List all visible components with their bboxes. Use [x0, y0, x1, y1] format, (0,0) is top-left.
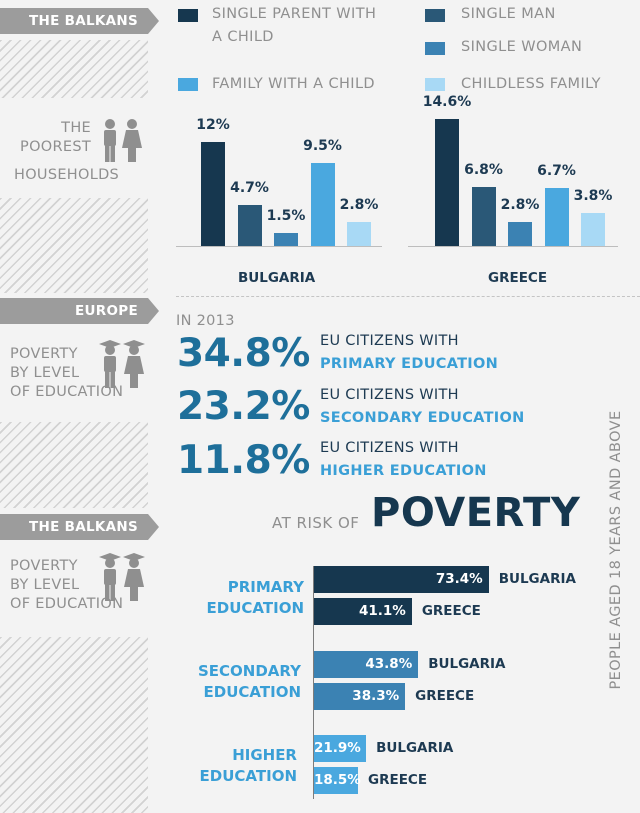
eu-secondary-percent: 23.2% [177, 384, 310, 429]
side-text-poverty-education-1: POVERTY BY LEVEL OF EDUCATION [10, 345, 123, 402]
bar-value-label: 6.7% [537, 162, 576, 179]
legend-label-family-with-child: FAMILY WITH A CHILD [212, 76, 375, 92]
hbar-greece-1: 38.3% [314, 683, 406, 710]
hbar-bulgaria-1: 43.8% [314, 651, 419, 678]
bar-value-label: 12% [196, 116, 230, 133]
poverty-heading: POVERTY [371, 490, 581, 536]
hbar-series-label: BULGARIA [498, 571, 576, 587]
hbar-series-label: GREECE [421, 603, 481, 619]
bar-bulgaria-1 [237, 205, 262, 246]
side-line-2: BY LEVEL [10, 577, 80, 593]
legend-swatch-childless-family [425, 78, 445, 91]
family-icon [104, 119, 142, 162]
bar-greece-2 [508, 221, 532, 246]
bar-bulgaria-2 [274, 232, 298, 246]
side-line-3: OF EDUCATION [10, 384, 124, 400]
at-risk-label: AT RISK OF [272, 514, 360, 532]
age-note-text: PEOPLE AGED 18 YEARS AND ABOVE [608, 410, 624, 690]
eu-primary-percent: 34.8% [177, 331, 310, 376]
legend-label-single-woman: SINGLE WOMAN [461, 39, 583, 55]
hatch-band-4 [0, 637, 148, 813]
eu-primary-line2: PRIMARY EDUCATION [320, 356, 499, 372]
chart-category-label: BULGARIA [238, 270, 316, 286]
bar-value-label: 14.6% [422, 93, 472, 110]
category-higher: HIGHER EDUCATION [147, 745, 297, 787]
hbar-series-label: BULGARIA [428, 656, 506, 672]
legend-label-childless-family: CHILDLESS FAMILY [461, 76, 601, 92]
legend-swatch-single-parent [178, 9, 198, 22]
section-tag-balkans-2: THE BALKANS [0, 514, 159, 540]
eu-higher-line1: EU CITIZENS WITH [320, 440, 459, 456]
section-divider [176, 296, 640, 297]
eu-secondary-line2: SECONDARY EDUCATION [320, 410, 525, 426]
bar-greece-3 [544, 187, 569, 246]
bar-greece-1 [471, 186, 496, 246]
category-primary-l1: PRIMARY [227, 578, 304, 596]
bar-greece-4 [581, 212, 605, 246]
bar-value-label: 9.5% [303, 138, 342, 155]
bar-greece-0 [435, 118, 459, 246]
eu-higher-percent: 11.8% [177, 438, 310, 483]
category-higher-l1: HIGHER [232, 746, 297, 764]
bar-value-label: 3.8% [573, 187, 613, 204]
chart-baseline [176, 246, 382, 247]
section-tag-label: EUROPE [75, 303, 138, 319]
category-secondary-l1: SECONDARY [197, 662, 301, 680]
legend-label-single-parent-2: A CHILD [212, 29, 274, 45]
eu-higher-line2: HIGHER EDUCATION [320, 463, 487, 479]
hbar-series-label: BULGARIA [376, 740, 454, 756]
bar-value-label: 1.5% [266, 207, 306, 224]
section-tag-label: THE BALKANS [29, 13, 138, 29]
chart-baseline [408, 246, 618, 247]
side-line-1: POVERTY [10, 558, 78, 574]
section-tag-balkans-1: THE BALKANS [0, 8, 159, 34]
legend-swatch-single-man [425, 9, 445, 22]
hbar-series-label: GREECE [415, 688, 475, 704]
side-line-2: BY LEVEL [10, 365, 80, 381]
legend-label-single-man: SINGLE MAN [461, 6, 556, 22]
graduates-icon [99, 340, 145, 388]
age-note-vertical: PEOPLE AGED 18 YEARS AND ABOVE [603, 399, 629, 701]
section-tag-europe: EUROPE [0, 298, 159, 324]
bar-value-label: 2.8% [500, 196, 540, 213]
hbar-bulgaria-2: 21.9% [314, 735, 367, 762]
hbar-axis [313, 566, 314, 799]
side-line-3: OF EDUCATION [10, 596, 124, 612]
legend-swatch-single-woman [425, 42, 445, 55]
eu-secondary-line1: EU CITIZENS WITH [320, 387, 459, 403]
side-line-3: HOUSEHOLDS [14, 167, 120, 183]
bar-bulgaria-3 [310, 163, 335, 246]
graduates-icon [99, 553, 145, 601]
side-line-1: THE [61, 120, 91, 136]
section-tag-label: THE BALKANS [29, 519, 138, 535]
eu-primary-line1: EU CITIZENS WITH [320, 333, 459, 349]
side-text-poverty-education-2: POVERTY BY LEVEL OF EDUCATION [10, 557, 123, 614]
bar-bulgaria-0 [201, 141, 225, 246]
legend-swatch-family-with-child [178, 78, 198, 91]
hbar-bulgaria-0: 73.4% [314, 566, 489, 593]
bar-value-label: 4.7% [230, 180, 269, 197]
side-text-poorest: THE POOREST [0, 119, 91, 157]
category-higher-l2: EDUCATION [199, 767, 297, 785]
hatch-band-3 [0, 422, 148, 508]
legend-label-single-parent-1: SINGLE PARENT WITH [212, 6, 377, 22]
chart-category-label: GREECE [488, 270, 548, 286]
year-label: IN 2013 [176, 313, 235, 329]
hbar-greece-2: 18.5% [314, 767, 361, 794]
bar-value-label: 2.8% [339, 196, 379, 213]
hatch-band-1 [0, 40, 148, 98]
bar-value-label: 6.8% [464, 161, 503, 178]
category-secondary-l2: EDUCATION [203, 683, 301, 701]
category-primary-l2: EDUCATION [206, 599, 304, 617]
category-secondary: SECONDARY EDUCATION [151, 661, 301, 703]
side-line-2: POOREST [20, 139, 91, 155]
side-line-1: POVERTY [10, 346, 78, 362]
bar-bulgaria-4 [347, 221, 371, 246]
hatch-band-2 [0, 198, 148, 293]
category-primary: PRIMARY EDUCATION [154, 577, 304, 619]
hbar-series-label: GREECE [368, 772, 428, 788]
hbar-greece-0: 41.1% [314, 598, 412, 625]
